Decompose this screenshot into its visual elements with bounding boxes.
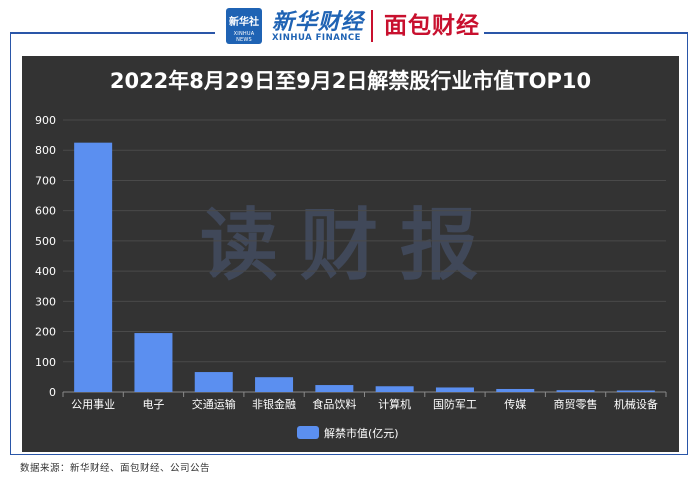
y-tick-label: 700	[35, 174, 56, 187]
brand-en: XINHUA FINANCE	[272, 33, 361, 43]
frame-top-right	[484, 32, 688, 34]
x-tick-label: 国防军工	[433, 397, 477, 411]
logo-line2: XINHUA NEWS	[233, 31, 255, 43]
x-tick-label: 计算机	[378, 397, 411, 411]
y-tick-label: 100	[35, 356, 56, 369]
x-tick-label: 食品饮料	[312, 397, 356, 411]
y-tick-label: 0	[49, 386, 56, 399]
frame-top-left	[10, 32, 215, 34]
bar	[616, 390, 655, 392]
y-tick-label: 800	[35, 144, 56, 157]
bar	[194, 372, 233, 392]
partner-logo: 面包财经	[384, 13, 480, 39]
legend-swatch	[297, 426, 319, 439]
x-tick-label: 电子	[142, 398, 164, 411]
xinhua-logo: 新华社 XINHUA NEWS	[226, 8, 262, 44]
x-tick-label: 公用事业	[71, 398, 115, 411]
bar	[255, 377, 294, 392]
legend-label: 解禁市值(亿元)	[324, 426, 399, 440]
x-tick-label: 交通运输	[192, 397, 236, 411]
y-tick-label: 300	[35, 295, 56, 308]
data-source: 数据来源：新华财经、面包财经、公司公告	[20, 463, 211, 474]
bar	[315, 385, 354, 392]
y-tick-label: 200	[35, 326, 56, 339]
bar	[496, 388, 535, 392]
header-divider	[371, 10, 373, 42]
frame-border	[10, 32, 688, 455]
bar	[74, 142, 113, 392]
watermark: 读财报	[200, 201, 500, 291]
y-tick-label: 600	[35, 205, 56, 218]
bar	[556, 390, 595, 392]
brand-cn: 新华财经	[272, 9, 365, 35]
logo-line1: 新华社	[229, 17, 259, 28]
chart-title: 2022年8月29日至9月2日解禁股行业市值TOP10	[109, 69, 592, 93]
x-tick-label: 非银金融	[252, 397, 296, 411]
bar	[435, 387, 474, 392]
bar	[375, 386, 414, 392]
y-tick-label: 500	[35, 235, 56, 248]
x-tick-label: 机械设备	[614, 397, 658, 411]
y-tick-label: 400	[35, 265, 56, 278]
x-tick-label: 传媒	[504, 398, 526, 411]
x-tick-label: 商贸零售	[554, 397, 598, 411]
header: 新华社 XINHUA NEWS 新华财经 XINHUA FINANCE 面包财经	[0, 0, 700, 46]
bar	[134, 333, 173, 392]
y-tick-label: 900	[35, 114, 56, 127]
